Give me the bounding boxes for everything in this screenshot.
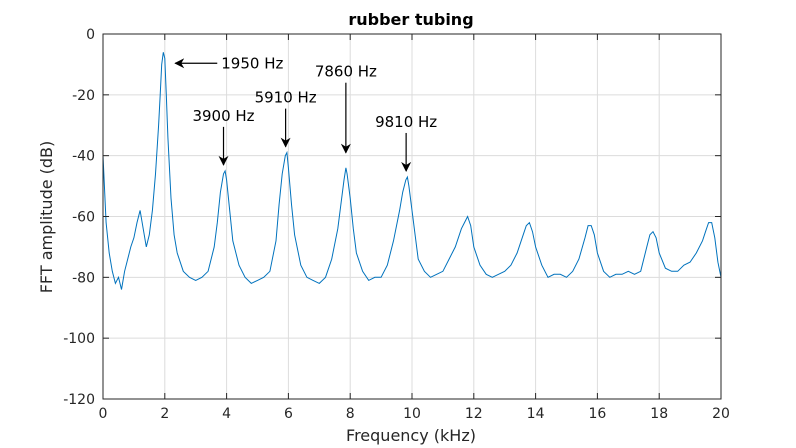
annotation-label: 3900 Hz <box>192 107 254 125</box>
x-tick-label: 0 <box>99 406 108 422</box>
plot-area <box>102 52 722 290</box>
x-tick-label: 18 <box>650 406 668 422</box>
x-tick-label: 8 <box>346 406 355 422</box>
series-line <box>102 52 722 290</box>
grid <box>102 33 722 400</box>
ticks: 0 2 4 6 8 10 12 14 16 18 20 0 -20 -40 -60 -80 -100 -120 <box>63 27 730 422</box>
y-tick-label: -60 <box>72 210 95 226</box>
x-tick-label: 2 <box>160 406 169 422</box>
x-tick-label: 20 <box>712 406 730 422</box>
annotation-label: 9810 Hz <box>375 113 437 131</box>
y-tick-label: 0 <box>86 27 95 43</box>
x-tick-label: 16 <box>588 406 606 422</box>
x-tick-label: 12 <box>465 406 483 422</box>
annotation-label: 1950 Hz <box>221 54 283 72</box>
y-tick-label: -100 <box>63 331 95 347</box>
annotation-label: 7860 Hz <box>315 63 377 81</box>
y-tick-label: -40 <box>72 149 95 165</box>
y-tick-label: -20 <box>72 88 95 104</box>
x-tick-label: 10 <box>403 406 421 422</box>
x-axis-label: Frequency (kHz) <box>346 426 476 445</box>
x-tick-label: 6 <box>284 406 293 422</box>
annotation-label: 5910 Hz <box>255 89 317 107</box>
y-tick-label: -120 <box>63 392 95 408</box>
x-tick-label: 4 <box>222 406 231 422</box>
chart-title: rubber tubing <box>348 10 473 29</box>
y-axis-label: FFT amplitude (dB) <box>37 141 56 294</box>
y-tick-label: -80 <box>72 270 95 286</box>
x-tick-label: 14 <box>527 406 545 422</box>
